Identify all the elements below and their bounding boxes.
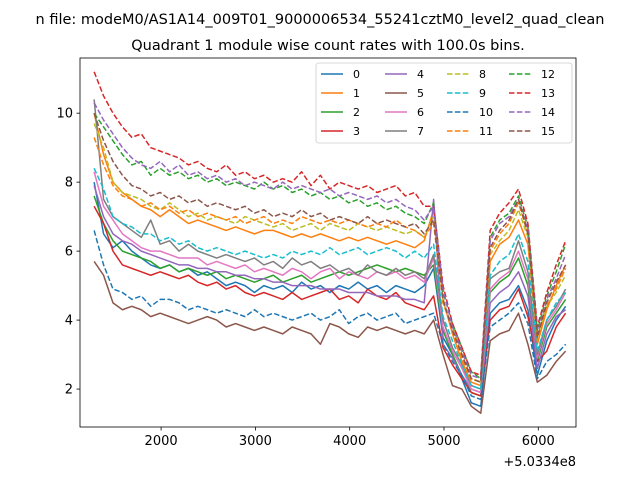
legend-label-11: 11 [479,125,493,138]
x-tick-label: 5000 [427,434,460,449]
x-tick-label: 4000 [333,434,366,449]
y-tick-label: 4 [65,314,73,329]
legend-label-6: 6 [417,106,424,119]
legend-label-3: 3 [353,125,360,138]
legend-label-13: 13 [541,87,555,100]
plot-area [93,71,567,414]
legend-label-12: 12 [541,68,555,81]
legend-label-1: 1 [353,87,360,100]
axes-frame [79,57,577,428]
series-line-9 [93,168,567,390]
x-tick-label: 2000 [145,434,178,449]
y-tick-label: 6 [65,245,73,260]
series-line-15 [93,112,567,383]
legend-label-5: 5 [417,87,424,100]
legend-label-14: 14 [541,106,555,119]
x-tick-label: 6000 [522,434,555,449]
x-offset-label: +5.0334e8 [503,455,576,470]
legend-label-0: 0 [353,68,360,81]
figure-suptitle: n file: modeM0/AS1A14_009T01_9000006534_… [36,12,605,28]
series-line-13 [93,71,567,377]
legend-label-7: 7 [417,125,424,138]
series-line-1 [93,113,567,387]
series-lines [93,71,567,414]
series-line-4 [93,185,567,394]
y-tick-label: 2 [65,383,73,398]
legend-label-8: 8 [479,68,486,81]
legend-label-2: 2 [353,106,360,119]
legend-label-4: 4 [417,68,424,81]
series-line-8 [93,123,567,383]
legend-label-15: 15 [541,125,555,138]
x-tick-label: 3000 [239,434,272,449]
y-tick-label: 8 [65,176,73,191]
legend-box [315,62,573,144]
y-tick-label: 10 [56,107,73,122]
legend-label-10: 10 [479,106,493,119]
legend-label-9: 9 [479,87,486,100]
series-line-5 [93,261,567,414]
chart-title: Quadrant 1 module wise count rates with … [131,38,525,54]
series-line-10 [93,230,567,401]
series-line-11 [93,137,567,383]
